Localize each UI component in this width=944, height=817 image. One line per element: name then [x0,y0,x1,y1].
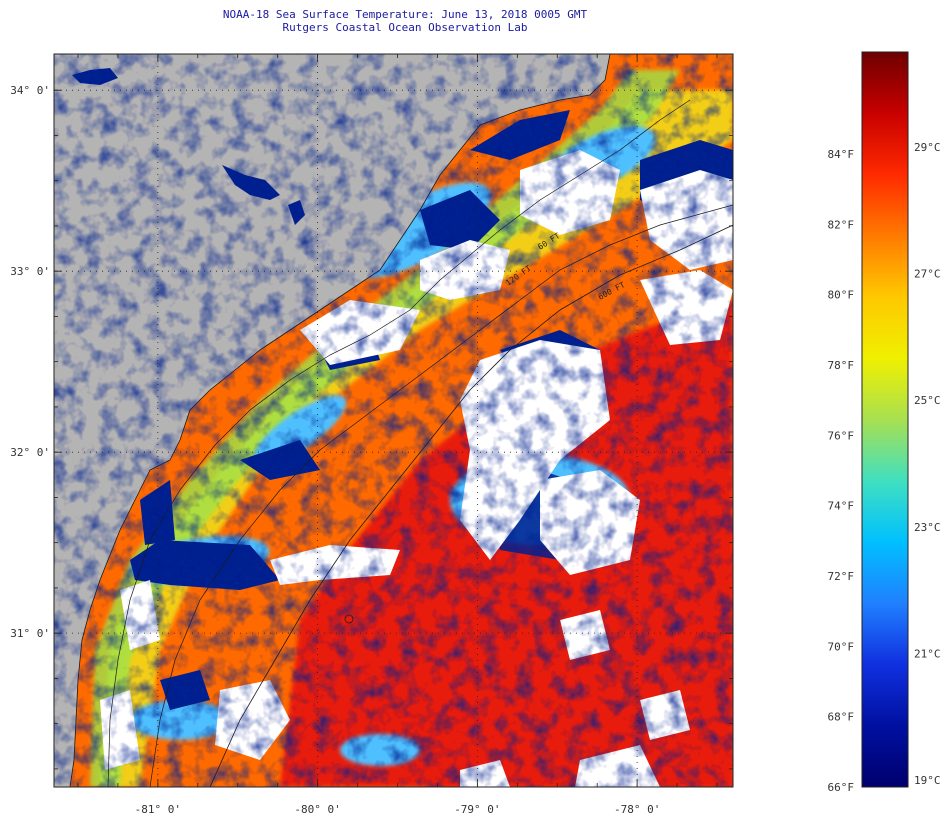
colorbar-fahrenheit-label: 80°F [828,289,855,302]
colorbar-celsius-label: 29°C [914,141,941,154]
colorbar-fahrenheit-label: 68°F [828,711,855,724]
lon-tick-label: -81° 0' [135,803,181,816]
colorbar-gradient [861,51,909,788]
lon-tick-label: -79° 0' [454,803,500,816]
map-title: NOAA-18 Sea Surface Temperature: June 13… [222,8,588,21]
colorbar-celsius-label: 25°C [914,394,941,407]
colorbar-fahrenheit-label: 70°F [828,640,855,653]
colorbar-fahrenheit-label: 78°F [828,359,855,372]
colorbar-labels: 84°F 82°F 80°F 78°F 76°F 74°F 72°F 70°F 68°F 66°F… [828,141,941,794]
lon-tick-label: -80° 0' [294,803,340,816]
colorbar-celsius-label: 23°C [914,521,941,534]
axis-labels: 34° 0' 33° 0' 32° 0' 31° 0' -81° 0' -80° 0' -7… [10,84,660,816]
sst-raster [54,54,733,787]
lat-tick-label: 31° 0' [10,627,50,640]
lat-tick-label: 32° 0' [10,446,50,459]
colorbar-fahrenheit-label: 76°F [828,429,855,442]
colorbar-fahrenheit-label: 72°F [828,570,855,583]
colorbar-fahrenheit-label: 66°F [828,781,855,794]
colorbar-celsius-label: 21°C [914,647,941,660]
map-frame [53,53,734,788]
lon-tick-label: -78° 0' [614,803,660,816]
graticule [54,54,733,787]
colorbar-celsius-label: 27°C [914,268,941,281]
colorbar-celsius-label: 19°C [914,774,941,787]
lat-tick-label: 33° 0' [10,265,50,278]
colorbar-fahrenheit-label: 74°F [828,500,855,513]
axis-ticks [54,54,733,787]
map-subtitle: Rutgers Coastal Ocean Observation Lab [282,21,528,34]
colorbar-fahrenheit-label: 82°F [828,218,855,231]
sst-noise-texture [54,54,733,787]
lat-tick-label: 34° 0' [10,84,50,97]
colorbar-fahrenheit-label: 84°F [828,148,855,161]
